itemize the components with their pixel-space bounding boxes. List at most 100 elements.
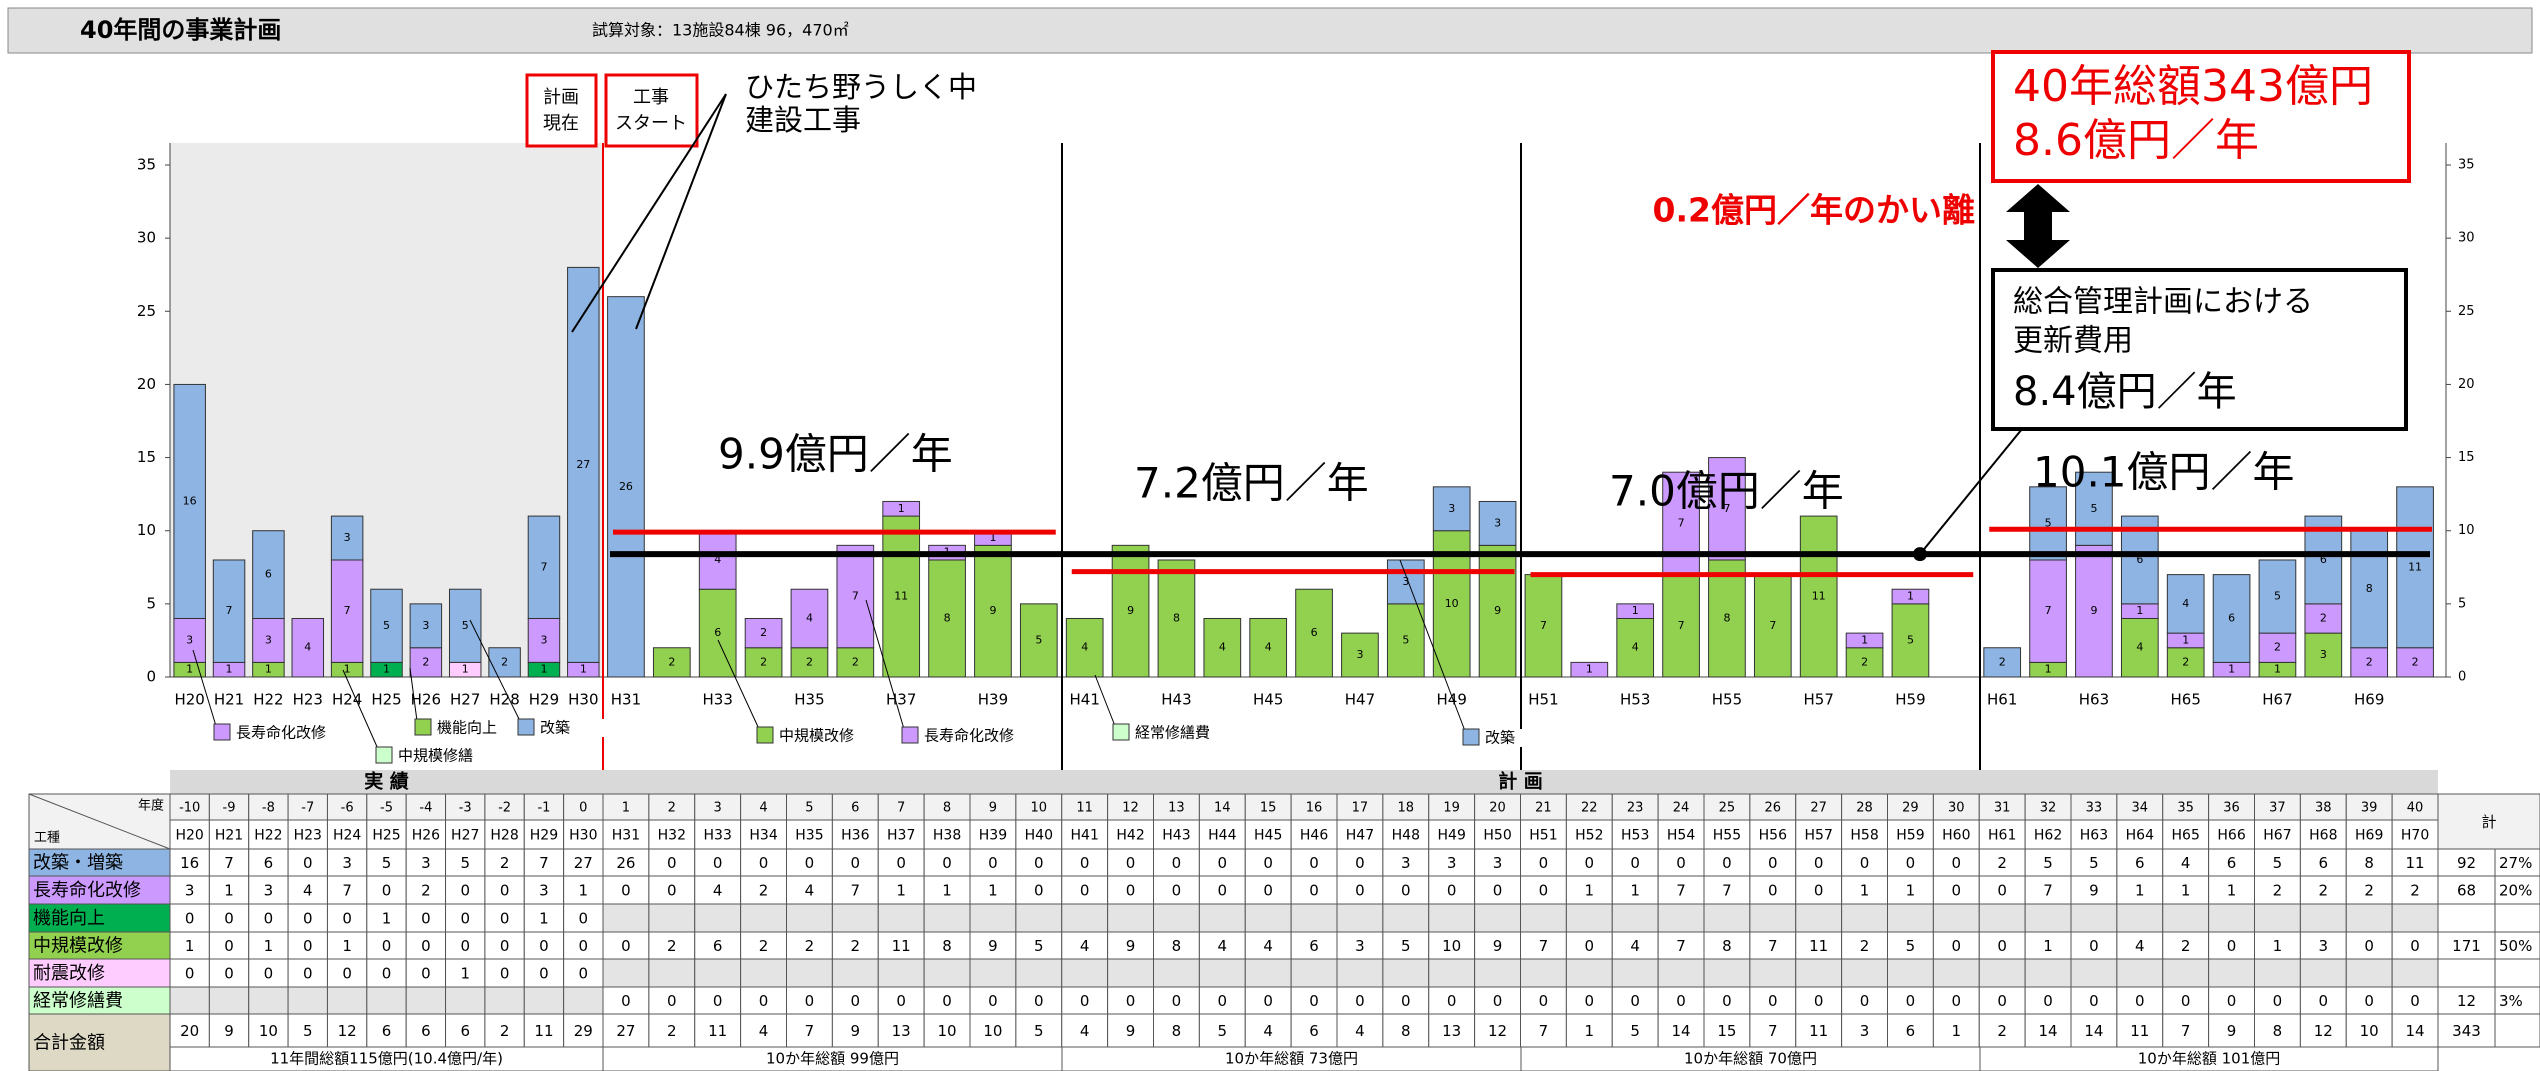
footer-cell (1520, 1046, 1981, 1071)
year-cell: H45 (1254, 828, 1282, 844)
table-cell (694, 931, 742, 960)
year-cell: H22 (254, 828, 282, 844)
bar-segment (1799, 515, 1838, 678)
page-title: 40年間の事業計画 (80, 16, 281, 44)
value-cell: 0 (342, 965, 352, 983)
offset-cell: 8 (943, 801, 951, 816)
table-cell (445, 875, 486, 905)
value-cell: 0 (303, 937, 313, 955)
plan-now-text: 現在 (543, 113, 579, 134)
table-cell (2116, 986, 2164, 1015)
table-cell (648, 958, 696, 988)
x-tick-label: H39 (978, 691, 1008, 709)
year-cell: H43 (1162, 828, 1190, 844)
value-cell: 0 (1034, 992, 1044, 1010)
value-cell: 1 (2227, 882, 2237, 900)
bar-segment (652, 647, 691, 678)
table-cell (2345, 958, 2393, 988)
value-cell: 0 (2319, 992, 2329, 1010)
year-cell: H48 (1392, 828, 1420, 844)
bar-label: 4 (1219, 641, 1226, 654)
value-cell: 0 (185, 965, 195, 983)
table-cell (1749, 819, 1797, 850)
table-cell (740, 958, 787, 988)
bar-label: 7 (1769, 619, 1776, 632)
value-cell: 11 (892, 937, 911, 955)
bar-label: 7 (1678, 516, 1685, 529)
table-cell (602, 903, 650, 933)
value-cell: 0 (621, 937, 631, 955)
x-tick-label: H26 (411, 691, 441, 709)
bar-label: 5 (2274, 590, 2281, 603)
callout-swatch (756, 726, 774, 744)
table-cell (2254, 875, 2301, 905)
year-cell: H64 (2126, 828, 2154, 844)
bar-label: 2 (852, 655, 859, 668)
year-cell: H63 (2080, 828, 2108, 844)
bar-label: 4 (2182, 597, 2189, 610)
value-cell: 0 (1997, 882, 2007, 900)
y-tick-label: 15 (137, 448, 156, 466)
year-cell: H51 (1529, 828, 1557, 844)
start-text: スタート (615, 113, 687, 134)
bar-label: 26 (619, 480, 633, 493)
bar-label: 1 (580, 663, 587, 676)
table-cell (366, 848, 407, 877)
table-cell (1887, 958, 1934, 988)
table-cell (2299, 875, 2347, 905)
share-cell: 3% (2499, 992, 2523, 1010)
school-note: ひたち野うしく中 (745, 70, 977, 104)
value-cell: 0 (342, 910, 352, 928)
table-cell (1107, 903, 1154, 933)
table-cell (1703, 986, 1751, 1015)
row-label: 改築・増築 (33, 853, 123, 874)
sum-cell: 6 (460, 1022, 470, 1040)
bar-label: 5 (1402, 633, 1409, 646)
table-cell (1520, 958, 1567, 988)
y-tick-label: 25 (137, 302, 156, 320)
table-cell (1978, 819, 2026, 850)
bar-label: 6 (265, 568, 272, 581)
value-cell: 1 (539, 910, 549, 928)
table-cell (1336, 903, 1384, 933)
callout-label: 長寿命化改修 (924, 727, 1014, 745)
year-cell: H20 (176, 828, 204, 844)
period-footer: 10か年総額 99億円 (766, 1050, 899, 1068)
value-cell: 1 (988, 882, 998, 900)
callout-label: 改築 (1485, 729, 1515, 747)
value-cell: 1 (2135, 882, 2145, 900)
value-cell: 0 (1080, 882, 1090, 900)
table-cell (2116, 793, 2164, 821)
year-cell: H69 (2355, 828, 2383, 844)
table-cell (2070, 848, 2118, 877)
total-cell: 171 (2452, 937, 2481, 955)
table-cell (923, 875, 971, 905)
table-cell (648, 793, 696, 821)
value-cell: 7 (1722, 882, 1732, 900)
table-cell (326, 1013, 368, 1048)
table-cell (2254, 903, 2301, 933)
x-tick-label: H28 (489, 691, 519, 709)
table-cell (169, 986, 210, 1015)
bar-label: 3 (186, 633, 193, 646)
sum-cell: 7 (805, 1022, 815, 1040)
value-cell: 1 (342, 937, 352, 955)
callout-bg (1481, 729, 1591, 747)
table-cell (2299, 903, 2347, 933)
sum-cell: 5 (1034, 1022, 1044, 1040)
share-cell: 27% (2499, 854, 2532, 872)
year-cell: H46 (1300, 828, 1328, 844)
value-cell: 0 (942, 992, 952, 1010)
table-cell (2024, 903, 2072, 933)
value-cell: 0 (988, 992, 998, 1010)
callout-label: 中規模改修 (779, 727, 854, 745)
value-cell: 4 (2181, 854, 2191, 872)
table-cell (366, 931, 407, 960)
table-cell (1153, 958, 1200, 988)
sum-cell: 14 (2084, 1022, 2103, 1040)
table-cell (169, 848, 210, 877)
offset-cell: 1 (622, 801, 630, 816)
y2-tick-label: 10 (2458, 523, 2475, 538)
table-cell (169, 903, 210, 933)
